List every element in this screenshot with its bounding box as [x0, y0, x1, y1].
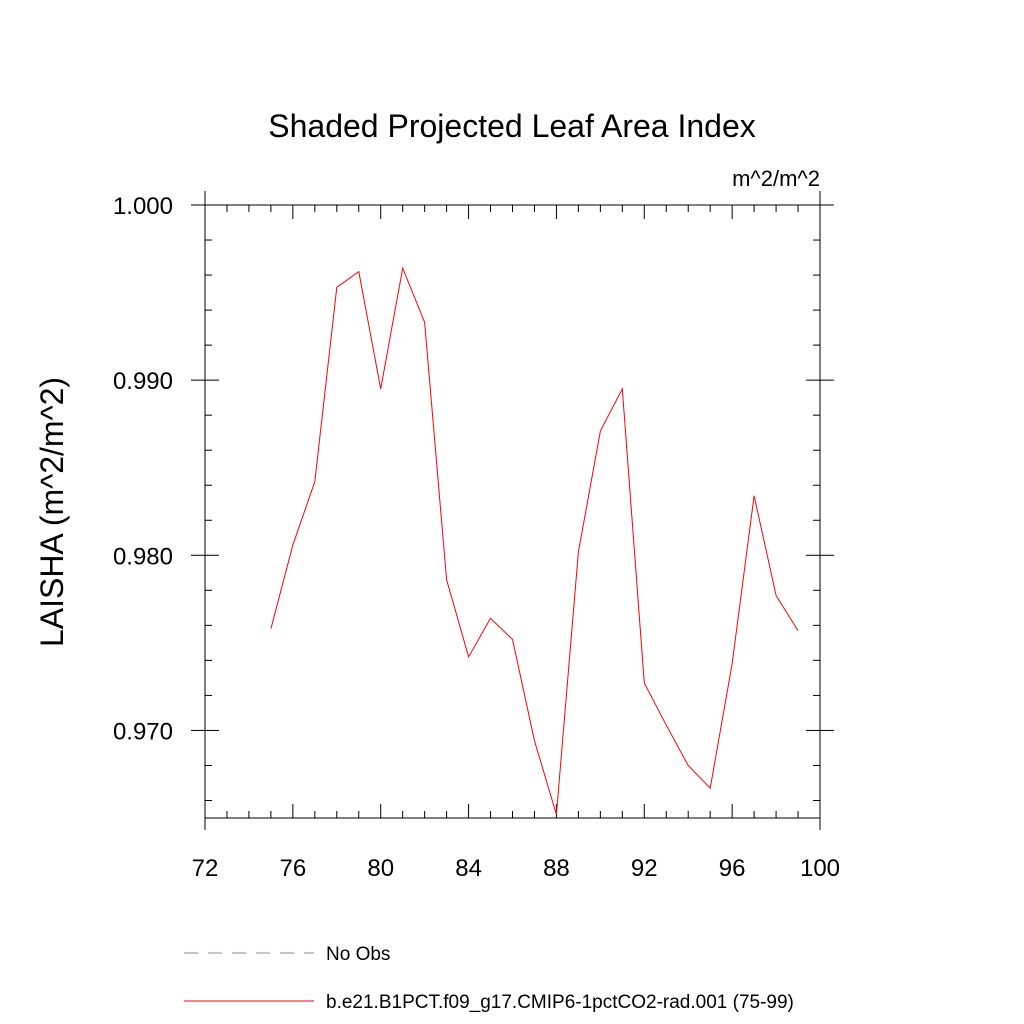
- series-layer: [270, 266, 799, 815]
- x-tick-label: 88: [543, 855, 570, 882]
- plot-frame: [204, 204, 821, 819]
- units-label: m^2/m^2: [732, 166, 820, 191]
- legend: No Obs b.e21.B1PCT.f09_g17.CMIP6-1pctCO2-…: [184, 944, 794, 1013]
- y-axis-label: LAISHA (m^2/m^2): [34, 377, 70, 647]
- x-tick-label: 84: [455, 855, 482, 882]
- y-tick-label: 0.990: [113, 368, 173, 395]
- x-tick-label: 100: [800, 855, 840, 882]
- series-line-0: [270, 266, 799, 815]
- legend-label-1: b.e21.B1PCT.f09_g17.CMIP6-1pctCO2-rad.00…: [326, 992, 794, 1013]
- chart-title: Shaded Projected Leaf Area Index: [268, 108, 755, 144]
- legend-label-0: No Obs: [326, 944, 390, 965]
- x-tick-label: 92: [631, 855, 658, 882]
- x-tick-label: 76: [280, 855, 307, 882]
- x-tick-label: 72: [192, 855, 219, 882]
- y-tick-label: 0.980: [113, 543, 173, 570]
- axes: 72 76 80 84 88 92 96 100 0.970 0.980 0.990 1.000: [113, 191, 840, 882]
- x-tick-label: 80: [367, 855, 394, 882]
- x-tick-label: 96: [719, 855, 746, 882]
- y-tick-label: 0.970: [113, 718, 173, 745]
- y-tick-label: 1.000: [113, 193, 173, 220]
